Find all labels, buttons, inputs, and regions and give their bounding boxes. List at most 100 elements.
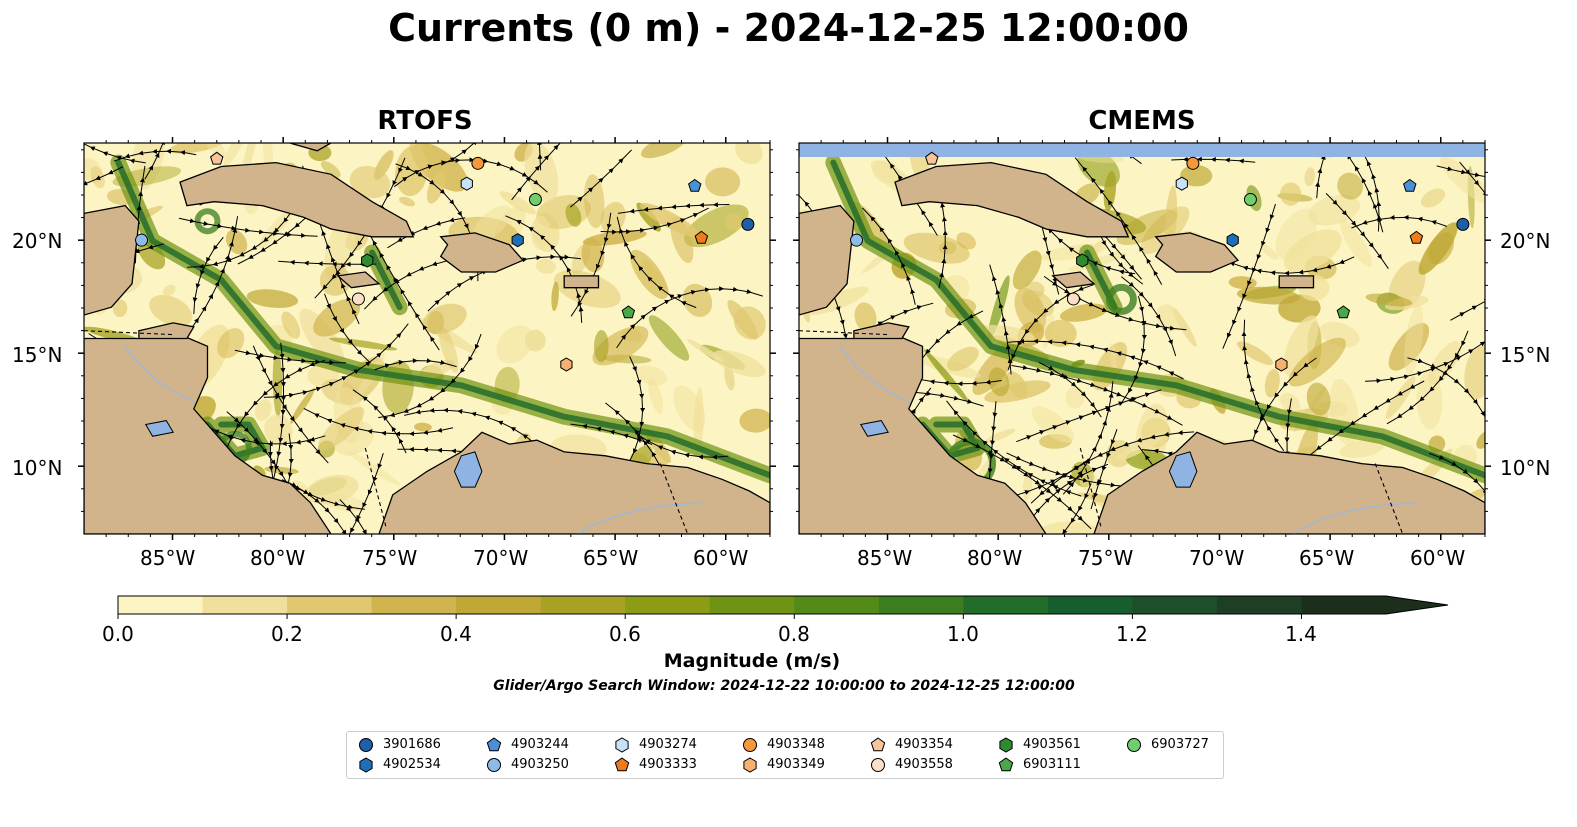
float-marker[interactable] [560,357,573,372]
streamline [394,157,548,193]
streamline [918,378,1002,387]
legend-marker-icon [615,737,629,753]
float-marker[interactable] [210,151,224,165]
streamline [234,349,346,366]
legend-label: 4903558 [895,757,953,772]
legend-label: 3901686 [383,737,441,752]
lon-tick-label: 65°W [1299,546,1355,570]
float-marker[interactable] [1409,230,1424,244]
float-marker[interactable] [621,305,636,319]
land-mass [853,322,910,340]
float-marker[interactable] [1456,217,1470,231]
float-marker[interactable] [850,233,864,247]
colorbar-segment [202,596,288,614]
float-marker[interactable] [511,233,524,248]
streamline [635,432,729,460]
float-marker[interactable] [135,233,149,247]
lat-tick-label: 20°N [12,229,63,253]
float-marker[interactable] [1066,292,1080,306]
speed-patch [202,143,226,159]
float-marker[interactable] [1403,178,1417,192]
float-marker[interactable] [460,176,473,191]
streamline [570,212,612,317]
speed-patch [903,232,970,264]
land-mass [138,322,195,340]
colorbar-segment [709,596,795,614]
land-mass [563,275,600,289]
land-mass [439,232,525,273]
float-marker[interactable] [1076,253,1089,268]
float-marker[interactable] [351,292,365,306]
streamline [856,143,938,236]
float-marker[interactable] [694,230,709,244]
lake [1168,451,1198,488]
colorbar [117,595,1449,619]
speed-patch [1420,188,1446,208]
streamline [1325,193,1389,269]
streamline [203,424,326,447]
float-marker[interactable] [361,253,374,268]
float-marker[interactable] [741,217,755,231]
river [577,501,702,534]
land-mass [179,161,415,238]
colorbar-tick-label: 1.4 [1285,622,1317,646]
colorbar-tick-label: 0.2 [271,622,303,646]
float-marker[interactable] [1175,176,1188,191]
streamline [1386,330,1469,425]
float-marker[interactable] [688,178,702,192]
speed-patch [223,143,246,167]
lat-tick-label: 20°N [1500,229,1551,253]
speed-patch [705,167,741,197]
map-frame [83,142,771,535]
lon-tick-label: 85°W [857,546,913,570]
colorbar-tick-label: 0.0 [102,622,134,646]
colorbar-tick-label: 1.2 [1116,622,1148,646]
legend-label: 4903561 [1023,737,1081,752]
legend-marker-icon [1127,738,1141,752]
lon-tick-label: 75°W [362,546,418,570]
panel-title-cmems: CMEMS [1088,106,1196,136]
float-marker[interactable] [1336,305,1351,319]
colorbar-outline [117,595,1449,615]
streamline [989,264,1013,375]
map-frame [798,142,1486,535]
speed-patch [739,408,770,433]
legend-marker-icon [870,737,886,752]
colorbar-segment [1216,596,1302,614]
search-window-text: Glider/Argo Search Window: 2024-12-22 10… [493,678,1075,694]
land-mass [336,271,381,289]
lat-tick-label: 15°N [1500,343,1551,367]
streamline [1038,362,1102,418]
panel-title-rtofs: RTOFS [377,106,473,136]
float-marker[interactable] [1275,357,1288,372]
colorbar-label: Magnitude (m/s) [663,650,841,672]
float-marker[interactable] [1186,156,1200,170]
float-marker[interactable] [1226,233,1239,248]
legend-marker-icon [486,737,502,752]
land-mass [1278,275,1315,289]
legend-label: 4902534 [383,757,441,772]
float-marker[interactable] [471,156,485,170]
legend-label: 4903274 [639,737,697,752]
river [1292,501,1417,534]
lake [144,420,174,437]
float-marker[interactable] [925,151,939,165]
colorbar-tick-label: 0.6 [609,622,641,646]
colorbar-tick-label: 0.8 [778,622,810,646]
country-border [799,330,1404,534]
legend-label: 6903727 [1151,737,1209,752]
float-marker[interactable] [528,193,542,207]
land-mass [289,143,333,152]
float-marker[interactable] [1243,193,1257,207]
speed-patch [648,377,663,414]
colorbar-segment [371,596,457,614]
colorbar-segment [794,596,880,614]
speed-patch [725,213,743,231]
streamline [569,149,632,208]
land-mass [894,161,1130,238]
streamline [278,259,377,267]
lon-tick-label: 80°W [250,546,306,570]
legend-marker-icon [359,738,373,752]
speed-patch [163,284,176,297]
colorbar-tick-label: 0.4 [440,622,472,646]
